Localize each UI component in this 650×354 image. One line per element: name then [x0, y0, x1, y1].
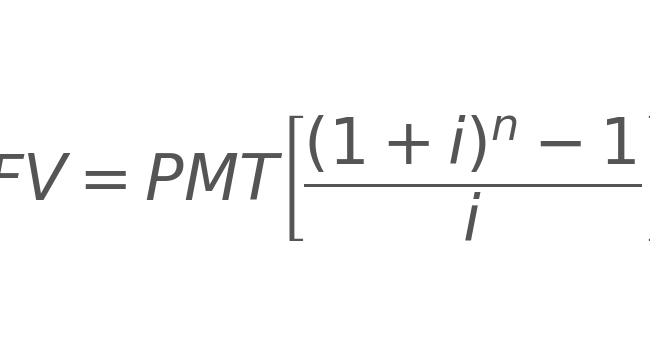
- Bar: [308, 278, 342, 313]
- Text: $FV = PMT \left[\dfrac{(1+i)^n - 1}{i}\right]$: $FV = PMT \left[\dfrac{(1+i)^n - 1}{i}\r…: [0, 113, 650, 244]
- Bar: [308, 278, 342, 287]
- Text: www.inchcalculator.com: www.inchcalculator.com: [222, 328, 428, 343]
- Text: Future Value of an Annuity Formula: Future Value of an Annuity Formula: [68, 33, 582, 61]
